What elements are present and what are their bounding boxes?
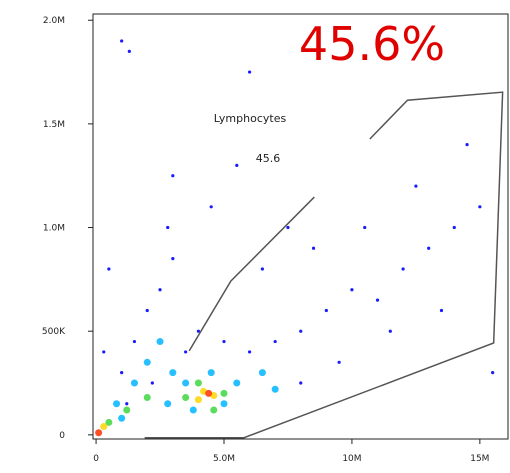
point — [260, 267, 264, 271]
point — [102, 350, 106, 354]
point — [118, 414, 126, 422]
point — [132, 339, 137, 344]
x-tick-label: 0 — [93, 454, 99, 464]
point — [337, 360, 341, 364]
point — [184, 350, 188, 354]
x-tick-label: 5.0M — [213, 454, 235, 464]
point — [439, 308, 444, 313]
y-tick-label: 2.0M — [43, 16, 65, 26]
point — [350, 288, 354, 292]
point — [107, 267, 111, 271]
point — [171, 257, 175, 261]
big-percent: 45.6% — [299, 17, 445, 71]
point — [222, 339, 226, 344]
y-tick-label: 1.5M — [43, 120, 65, 130]
point — [209, 205, 213, 209]
point — [158, 288, 162, 292]
point — [166, 225, 170, 230]
point — [164, 400, 172, 408]
point — [363, 225, 367, 230]
y-tick-label: 500K — [42, 327, 66, 337]
point — [182, 394, 190, 402]
gate-name: Lymphocytes — [214, 112, 287, 125]
point — [233, 379, 241, 387]
point — [273, 339, 277, 344]
point — [388, 329, 392, 333]
point — [271, 385, 279, 393]
point — [375, 298, 380, 302]
point — [143, 358, 151, 366]
point — [194, 396, 202, 404]
x-tick-label: 10M — [342, 454, 361, 464]
gate-outline — [188, 196, 315, 352]
point — [196, 329, 201, 333]
point — [235, 163, 239, 167]
point — [123, 406, 131, 414]
point — [452, 225, 456, 230]
point — [491, 371, 495, 375]
point — [100, 423, 108, 431]
point — [150, 381, 154, 385]
point — [156, 338, 164, 346]
point — [127, 49, 131, 53]
y-tick-label: 0 — [59, 431, 65, 441]
x-tick-label: 15M — [470, 454, 489, 464]
point — [182, 379, 190, 387]
point — [210, 406, 218, 414]
point — [169, 369, 177, 377]
point — [299, 381, 303, 385]
point — [324, 308, 328, 313]
gate-outline — [144, 91, 504, 439]
point — [220, 400, 228, 408]
point — [258, 369, 266, 377]
y-tick-label: 1.0M — [43, 224, 65, 234]
point — [247, 70, 252, 74]
plot-frame — [92, 13, 509, 440]
point — [120, 371, 124, 375]
point — [130, 379, 138, 387]
gate-percent: 45.6 — [256, 152, 281, 165]
point — [299, 329, 303, 333]
point — [189, 406, 197, 414]
point — [311, 246, 316, 250]
point — [171, 174, 175, 178]
point — [414, 184, 418, 188]
point — [427, 246, 431, 250]
point — [95, 429, 103, 437]
point — [478, 205, 482, 209]
point — [194, 379, 202, 387]
point — [120, 39, 124, 43]
point — [205, 389, 213, 397]
point — [286, 225, 290, 230]
point — [247, 350, 252, 354]
point — [105, 418, 113, 426]
point — [113, 400, 121, 408]
point — [143, 394, 151, 402]
point — [207, 369, 215, 377]
point — [401, 267, 405, 271]
point — [465, 143, 469, 147]
point — [145, 308, 149, 313]
point — [220, 389, 228, 397]
point — [125, 402, 129, 406]
